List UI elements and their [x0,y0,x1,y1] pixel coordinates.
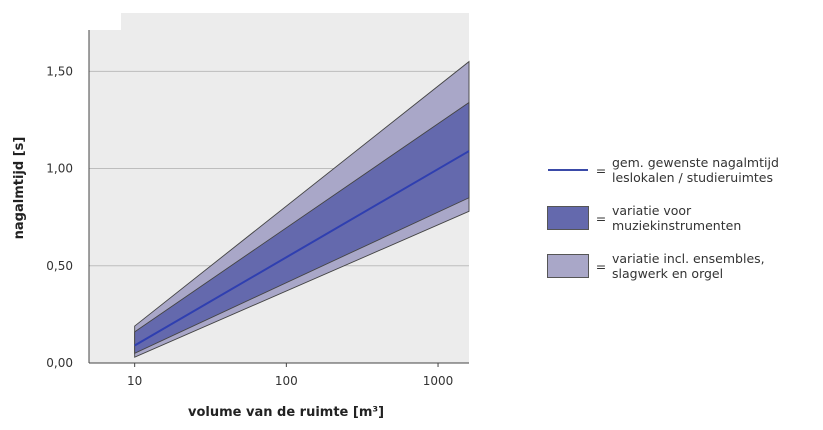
legend-equals: = [595,210,607,226]
x-tick-labels: 10 100 1000 [127,363,453,388]
legend-label-line2: muziekinstrumenten [612,218,742,233]
legend-swatch-box [545,254,590,278]
legend-swatch-line [545,169,590,171]
y-tick-labels: 0,00 0,50 1,00 1,50 [46,64,73,370]
legend: = gem. gewenste nagalmtijd leslokalen / … [545,155,815,299]
legend-equals: = [595,258,607,274]
y-tick-label: 0,50 [46,259,73,273]
bands [134,60,470,358]
y-tick-label: 1,00 [46,162,73,176]
legend-label: gem. gewenste nagalmtijd leslokalen / st… [612,155,815,185]
x-axis-title: volume van de ruimte [m³] [188,405,384,420]
x-tick-label: 100 [275,374,298,388]
x-tick-label: 1000 [423,374,454,388]
y-tick-label: 0,00 [46,356,73,370]
legend-label-line1: gem. gewenste nagalmtijd [612,155,779,170]
x-tick-label: 10 [127,374,142,388]
legend-item-mean-line: = gem. gewenste nagalmtijd leslokalen / … [545,155,815,185]
legend-item-instruments-band: = variatie voor muziekinstrumenten [545,203,815,233]
mean-line-series [134,150,470,347]
y-tick-label: 1,50 [46,64,73,78]
legend-label: variatie voor muziekinstrumenten [612,203,815,233]
band-series-1 [134,101,470,354]
series-lines [134,150,470,347]
legend-label-line1: variatie incl. ensembles, [612,251,765,266]
y-axis-title: nagalmtijd [s] [12,137,27,240]
legend-swatch-box [545,206,590,230]
legend-label-line2: leslokalen / studieruimtes [612,170,773,185]
plot-notch [89,13,121,30]
legend-equals: = [595,162,607,178]
legend-label: variatie incl. ensembles, slagwerk en or… [612,251,815,281]
legend-label-line2: slagwerk en orgel [612,266,724,281]
legend-label-line1: variatie voor [612,203,692,218]
legend-item-ensembles-band: = variatie incl. ensembles, slagwerk en … [545,251,815,281]
